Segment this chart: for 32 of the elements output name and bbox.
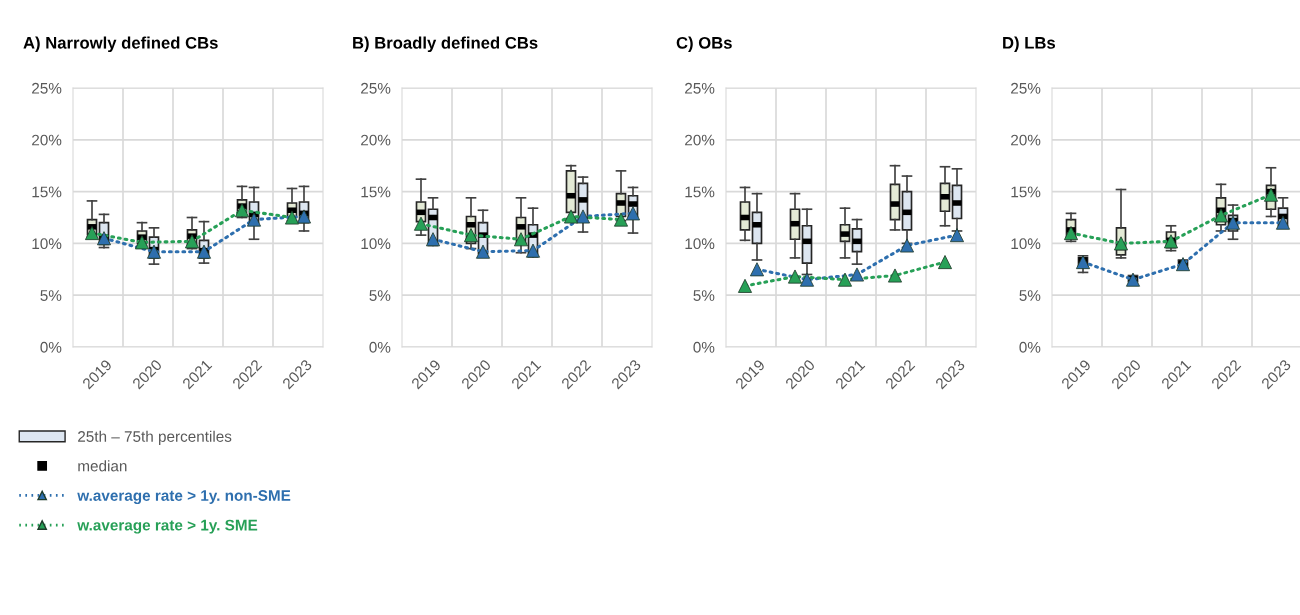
chart-title: A) Narrowly defined CBs xyxy=(23,36,218,53)
y-tick-label: 10% xyxy=(32,238,62,250)
y-tick-label: 5% xyxy=(693,290,715,301)
y-tick-label: 15% xyxy=(1011,186,1041,198)
chart-title: B) Broadly defined CBs xyxy=(353,36,538,53)
y-tick-label: 20% xyxy=(32,134,62,146)
legend-label: 25th – 75th percentiles xyxy=(78,430,232,445)
y-tick-label: 5% xyxy=(369,290,391,301)
y-tick-label: 20% xyxy=(685,134,715,146)
chart-title: C) OBs xyxy=(676,36,732,53)
y-tick-label: 5% xyxy=(40,290,62,301)
y-tick-label: 10% xyxy=(685,238,715,250)
legend-label: w.average rate > 1y. non-SME xyxy=(77,490,291,505)
legend-label: w.average rate > 1y. SME xyxy=(77,519,258,534)
y-tick-label: 25% xyxy=(685,82,715,94)
y-tick-label: 0% xyxy=(693,341,715,353)
text: median xyxy=(78,460,127,472)
y-tick-label: 25% xyxy=(361,82,391,94)
y-tick-label: 0% xyxy=(40,341,62,353)
y-tick-label: 0% xyxy=(1019,341,1041,353)
y-tick-label: 20% xyxy=(361,134,391,146)
y-tick-label: 20% xyxy=(1011,134,1041,146)
y-tick-label: 5% xyxy=(1019,290,1041,301)
y-tick-label: 25% xyxy=(1011,82,1041,94)
y-tick-label: 15% xyxy=(361,186,391,198)
y-tick-label: 10% xyxy=(1011,238,1041,250)
y-tick-label: 25% xyxy=(32,82,62,94)
y-tick-label: 15% xyxy=(685,186,715,198)
y-tick-label: 15% xyxy=(32,186,62,198)
y-tick-label: 10% xyxy=(361,238,391,250)
y-tick-label: 0% xyxy=(369,341,391,353)
chart-title: D) LBs xyxy=(1003,36,1056,53)
